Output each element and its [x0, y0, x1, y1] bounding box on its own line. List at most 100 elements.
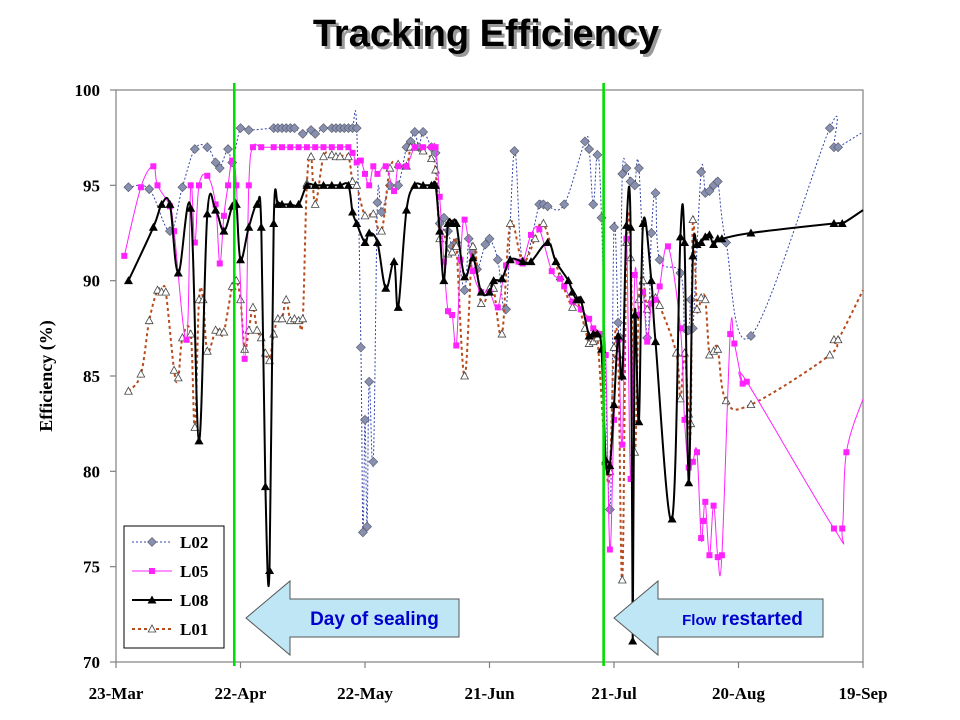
data-point [240, 344, 250, 353]
data-point [688, 214, 698, 224]
data-point [148, 222, 158, 231]
data-point [382, 163, 389, 170]
data-point [372, 197, 383, 208]
data-point [526, 257, 536, 266]
data-point [352, 180, 362, 189]
data-point [252, 325, 262, 334]
data-point [710, 502, 717, 509]
data-point [485, 287, 494, 296]
legend: L02 L05 L08 L01 [123, 525, 225, 649]
data-point [233, 182, 240, 189]
data-point [704, 230, 714, 239]
data-point [360, 414, 370, 425]
data-point [204, 172, 211, 179]
annotation-text: Flow restarted [682, 609, 803, 630]
data-point [241, 355, 248, 362]
data-point [245, 182, 252, 189]
data-point [147, 624, 157, 633]
data-point [681, 416, 688, 423]
x-tick-label: 20-Aug [712, 684, 765, 703]
data-point [692, 304, 702, 313]
y-axis: 70 75 80 85 90 95 100 [75, 81, 116, 672]
data-point [584, 144, 595, 155]
data-point [285, 199, 295, 208]
legend-item-l05: L05 [132, 562, 208, 581]
data-point [727, 331, 734, 338]
data-point [154, 182, 161, 189]
data-point [410, 180, 420, 189]
data-point [377, 226, 387, 235]
data-point [606, 546, 613, 553]
data-point [843, 449, 850, 456]
data-point [191, 239, 198, 246]
data-point [830, 525, 837, 532]
data-point [123, 182, 134, 193]
data-point [494, 304, 501, 311]
data-point [216, 260, 223, 267]
data-point [186, 203, 196, 212]
annotation-text-part: Flow [682, 612, 716, 629]
data-point [121, 252, 128, 259]
data-point [183, 336, 190, 343]
data-point [484, 233, 495, 244]
data-point [366, 182, 373, 189]
data-point [746, 228, 756, 237]
plot-area [115, 89, 864, 663]
data-point [161, 287, 171, 296]
data-point [362, 170, 368, 177]
data-point [244, 325, 254, 334]
data-point [212, 201, 219, 208]
data-point [675, 232, 685, 241]
data-point [664, 243, 671, 250]
data-point [675, 268, 686, 278]
data-point [372, 238, 382, 247]
data-point [173, 268, 183, 277]
data-point [739, 380, 746, 387]
data-point [343, 151, 353, 161]
data-point [362, 521, 372, 532]
y-tick-label: 85 [83, 367, 100, 386]
data-point [229, 157, 236, 164]
data-point [351, 123, 362, 134]
annotation-text-part: Day of sealing [310, 609, 439, 630]
data-point [460, 272, 470, 281]
data-point [700, 517, 707, 524]
data-point [829, 218, 839, 227]
data-point [431, 180, 441, 189]
data-point [677, 325, 684, 332]
legend-label: L08 [180, 591, 208, 610]
data-point [236, 255, 245, 264]
data-point [746, 331, 756, 341]
data-point [319, 180, 328, 189]
data-point [225, 182, 232, 189]
data-point [631, 271, 638, 278]
series-line [127, 144, 864, 583]
data-point [688, 251, 698, 260]
data-point [144, 184, 155, 195]
data-point [627, 475, 634, 482]
data-point [214, 163, 225, 174]
data-point [418, 180, 428, 189]
data-point [717, 234, 727, 243]
data-point [249, 144, 256, 151]
data-point [528, 231, 534, 238]
data-point [656, 283, 663, 290]
data-point [327, 180, 337, 189]
data-point [731, 340, 738, 347]
data-point [189, 144, 200, 155]
data-point [675, 394, 685, 403]
data-point [360, 211, 370, 220]
data-point [144, 315, 154, 325]
data-point [348, 207, 358, 216]
data-point [123, 276, 133, 285]
data-point [352, 218, 362, 227]
data-point [559, 199, 570, 210]
data-point [746, 399, 756, 409]
data-point [343, 180, 353, 189]
annotation-layer: Day of sealing Flow restarted [232, 83, 824, 666]
data-point [518, 257, 528, 266]
data-point [489, 276, 499, 285]
data-point [505, 218, 515, 227]
data-point [609, 222, 619, 233]
data-point [269, 218, 279, 227]
